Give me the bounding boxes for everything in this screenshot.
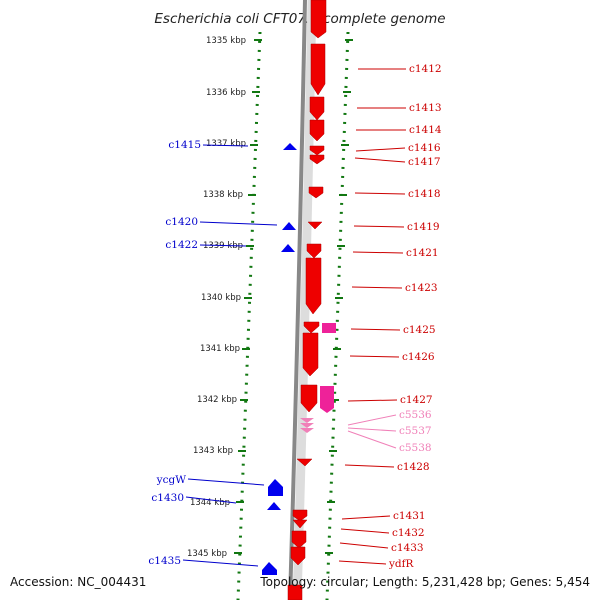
tick-label: 1336 kbp [206,88,246,98]
gene-label: c1419 [407,221,440,233]
forward-genes [287,0,327,600]
topology-text: Topology: circular; Length: 5,231,428 bp… [259,575,590,589]
gene-label: c1414 [409,124,442,136]
gene-c1413 [309,96,325,121]
gene-c1417 [309,154,325,165]
gene-c1412 [310,43,326,96]
gene-ycgW [268,479,283,496]
gene-label: c1413 [409,102,442,114]
gene-ydfR [290,546,306,566]
tick-label: 1342 kbp [197,395,237,405]
gene-label: c1435 [148,555,181,567]
tick-track-right [325,31,350,600]
gene-c1435 [262,562,277,575]
gene-c1430 [267,502,281,510]
gene-c1421 [306,243,322,259]
gene-label: c1433 [391,542,424,554]
gene-c1427 [300,384,318,413]
tick-label: 1341 kbp [200,344,240,354]
gene-label: c1422 [165,239,198,251]
gene-c1415 [283,143,297,150]
gene-c-bottom [287,584,303,600]
gene-label: c1428 [397,461,430,473]
major-ticks-left [234,39,262,554]
tick-label: 1345 kbp [187,549,227,559]
gene-label: c1415 [168,139,201,151]
gene-c1433 [291,530,307,549]
gene-label: c1427 [400,394,433,406]
gene-label: c1412 [409,63,442,75]
gene-label: c5536 [399,409,432,421]
gene-label: ycgW [156,474,187,486]
gene-c1419 [307,221,323,230]
gene-c1428 [296,458,313,467]
gene-c1414 [309,119,325,142]
gene-c1431 [292,509,308,522]
gene-label: c1416 [408,142,441,154]
tick-label: 1335 kbp [206,36,246,46]
gene-label: c1421 [406,247,439,259]
gene-label: c5537 [399,425,432,437]
right-gene-labels: c1412 c1413 c1414 c1416 c1417 c1418 c141… [388,63,442,570]
gene-c5538 [300,428,314,433]
right-leader-lines [338,68,406,565]
tick-label: 1339 kbp [203,241,243,251]
gene-c1432 [292,519,308,529]
tick-label: 1343 kbp [193,446,233,456]
gene-c1426 [302,332,319,377]
major-ticks-right [325,39,353,554]
gene-label: c1426 [402,351,435,363]
tick-label: 1337 kbp [206,139,246,149]
pink-genes [300,323,336,433]
reverse-genes [262,143,297,575]
gene-label: c1420 [165,216,198,228]
gene-pink-2 [320,386,334,413]
gene-c5537 [300,423,314,428]
gene-label: c5538 [399,442,432,454]
tick-label: 1344 kbp [190,498,230,508]
tick-label: 1338 kbp [203,190,243,200]
tick-labels: 1335 kbp 1336 kbp 1337 kbp 1338 kbp 1339… [187,36,246,559]
gene-label: ydfR [388,558,415,570]
map-title: Escherichia coli CFT073, complete genome [154,11,445,27]
tick-track-left [236,31,262,600]
gene-label: c1418 [408,188,441,200]
accession-text: Accession: NC_004431 [10,575,146,589]
gene-c1425 [303,321,320,334]
gene-label: c1430 [151,492,184,504]
gene-c1418 [308,186,324,199]
gene-c1423 [305,257,322,315]
gene-pink-1 [322,323,336,333]
gene-c1420 [282,222,296,230]
gene-c-top [310,0,327,39]
tick-label: 1340 kbp [201,293,241,303]
gene-label: c1417 [408,156,441,168]
left-leader-lines [182,144,278,567]
gene-label: c1431 [393,510,426,522]
gene-c1422 [281,244,295,252]
left-gene-labels: c1415 c1420 c1422 ycgW c1430 c1435 [148,139,201,567]
gene-c5536 [300,418,314,423]
gene-c1416 [309,145,325,156]
gene-label: c1432 [392,527,425,539]
gene-label: c1425 [403,324,436,336]
gene-label: c1423 [405,282,438,294]
